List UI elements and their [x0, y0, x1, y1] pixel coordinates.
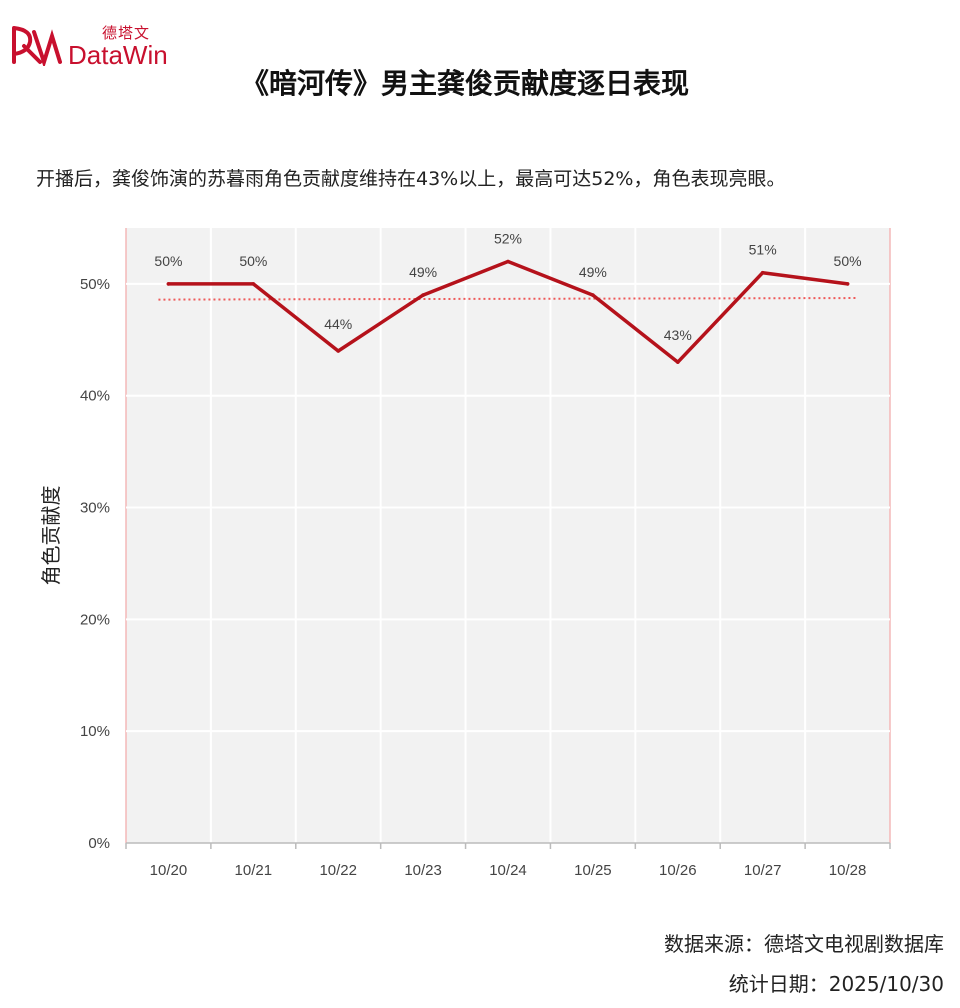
- data-point: [506, 259, 510, 264]
- logo-english-text: DataWin: [68, 40, 168, 70]
- datawin-logo: 德塔文 DataWin: [10, 18, 180, 70]
- x-tick-label: 10/27: [744, 862, 782, 879]
- data-point: [675, 360, 680, 364]
- x-tick-label: 10/21: [235, 862, 273, 879]
- data-label: 49%: [409, 264, 437, 280]
- data-point: [251, 282, 256, 286]
- chart-subtitle: 开播后，龚俊饰演的苏暮雨角色贡献度维持在43%以上，最高可达52%，角色表现亮眼…: [36, 168, 786, 190]
- x-tick-label: 10/23: [404, 862, 442, 879]
- logo-chinese-text: 德塔文: [102, 24, 151, 42]
- data-point: [166, 282, 171, 286]
- x-tick-label: 10/26: [659, 862, 697, 879]
- x-tick-label: 10/20: [150, 862, 188, 879]
- data-label: 50%: [239, 253, 267, 269]
- data-point: [421, 293, 425, 297]
- plot-background: [126, 228, 890, 843]
- y-axis-label: 角色贡献度: [39, 486, 63, 586]
- x-tick-label: 10/24: [489, 862, 527, 879]
- data-point: [760, 270, 765, 275]
- data-label: 51%: [749, 242, 777, 258]
- data-label: 50%: [834, 253, 862, 269]
- y-tick-label: 50%: [80, 276, 110, 293]
- data-label: 49%: [579, 264, 607, 280]
- data-source-note: 数据来源：德塔文电视剧数据库: [664, 932, 944, 956]
- line-chart: 0% 10% 20% 30% 40% 50% 10/20 10/21 10/22 10/23 10/…: [39, 228, 891, 879]
- data-label: 43%: [664, 327, 692, 343]
- datawin-logo-icon: [12, 26, 62, 66]
- y-tick-label: 20%: [80, 611, 110, 628]
- data-point: [591, 293, 595, 297]
- y-tick-label: 0%: [88, 835, 110, 852]
- statistics-date-note: 统计日期：2025/10/30: [728, 972, 944, 996]
- data-point: [845, 282, 850, 286]
- data-label: 44%: [324, 316, 352, 332]
- x-tick-label: 10/25: [574, 862, 612, 879]
- y-tick-label: 30%: [80, 500, 110, 517]
- data-label: 50%: [154, 253, 182, 269]
- y-tick-label: 40%: [80, 388, 110, 405]
- y-tick-label: 10%: [80, 723, 110, 740]
- data-point: [336, 349, 341, 353]
- chart-title: 《暗河传》男主龚俊贡献度逐日表现: [240, 67, 689, 100]
- x-tick-label: 10/28: [829, 862, 867, 879]
- data-label: 52%: [494, 231, 522, 247]
- x-tick-label: 10/22: [319, 862, 357, 879]
